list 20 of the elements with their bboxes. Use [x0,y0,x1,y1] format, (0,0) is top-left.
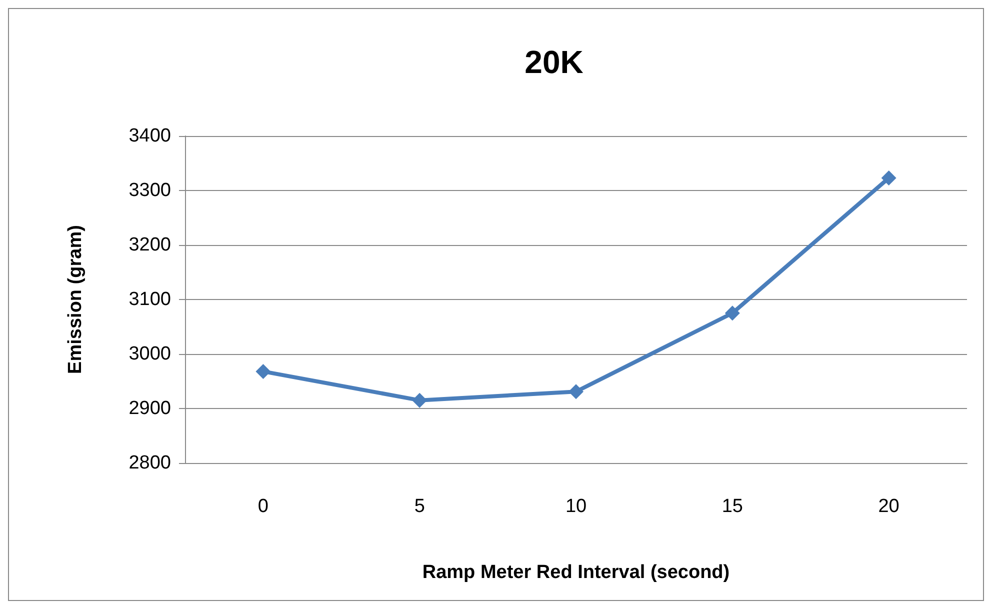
y-tick-label: 3300 [128,180,171,201]
y-tick-label: 2900 [128,398,171,419]
y-tick-label: 3000 [128,344,171,364]
point [256,364,271,379]
point [881,170,896,186]
y-tick-label: 3100 [128,289,171,310]
point [568,384,584,400]
y-tick-label: 3400 [128,126,171,146]
y-tick-label: 2800 [128,452,171,474]
x-tick-label: 20 [878,496,900,517]
x-axis-title: Ramp Meter Red Interval (second) [422,562,730,583]
point [412,392,428,408]
x-tick-label: 5 [414,496,425,517]
y-axis-title: Emission (gram) [65,225,86,374]
x-tick-label: 10 [565,496,587,517]
point [724,306,740,321]
chart-title: 20K [524,44,584,80]
x-tick-label: 0 [258,496,268,517]
x-tick-label: 15 [722,496,743,517]
y-tick-label: 3200 [128,234,171,256]
